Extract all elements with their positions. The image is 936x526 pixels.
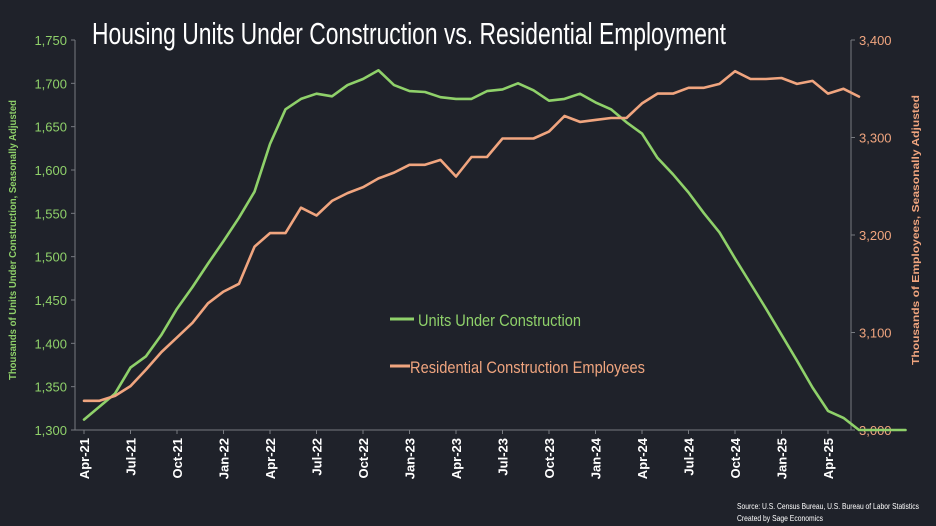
series-lines: [82, 69, 907, 432]
left-tick-label: 1,750: [34, 33, 67, 48]
legend: Units Under Construction Residential Con…: [390, 311, 645, 377]
x-tick-label: Jan-23: [403, 438, 418, 479]
x-tick-label: Oct-21: [170, 438, 185, 478]
left-tick-label: 1,650: [34, 120, 67, 135]
left-tick-label: 1,600: [34, 163, 67, 178]
left-tick-label: 1,700: [34, 76, 67, 91]
x-tick-label: Jul-23: [496, 438, 511, 476]
series-line-residential-employees: [82, 69, 861, 403]
series-line-units-under-construction: [82, 69, 907, 432]
left-tick-label: 1,400: [34, 336, 67, 351]
x-tick-label: Jul-24: [682, 437, 697, 475]
left-tick-label: 1,300: [34, 423, 67, 438]
left-axis-label: Thousands of Units Under Construction, S…: [7, 100, 19, 380]
source-line-2: Created by Sage Economics: [737, 513, 823, 523]
x-tick-label: Apr-25: [821, 438, 836, 479]
left-tick-label: 1,550: [34, 206, 67, 221]
right-tick-label: 3,100: [859, 326, 892, 341]
chart-title: Housing Units Under Construction vs. Res…: [92, 16, 726, 51]
x-tick-label: Jan-22: [217, 438, 232, 479]
x-tick-label: Apr-24: [635, 437, 650, 479]
x-tick-label: Apr-22: [263, 438, 278, 479]
right-axis-label: Thousands of Employees, Seasonally Adjus…: [910, 95, 922, 365]
x-tick-label: Jul-21: [124, 438, 139, 476]
x-axis: Apr-21 Jul-21 Oct-21 Jan-22 Apr-22 Jul-22 Oct-…: [75, 429, 851, 479]
x-tick-label: Oct-22: [356, 438, 371, 478]
left-axis: 1,300 1,350 1,400 1,450 1,500 1,550 1,600 1,650…: [7, 33, 76, 438]
source-note: Source: U.S. Census Bureau, U.S. Bureau …: [737, 501, 919, 523]
legend-label-employees: Residential Construction Employees: [410, 358, 645, 377]
x-tick-label: Oct-23: [542, 438, 557, 478]
x-tick-label: Jan-24: [589, 437, 604, 479]
x-tick-label: Jan-25: [775, 438, 790, 479]
left-tick-label: 1,350: [34, 380, 67, 395]
right-tick-label: 3,400: [859, 33, 892, 48]
source-line-1: Source: U.S. Census Bureau, U.S. Bureau …: [737, 501, 919, 511]
x-tick-label: Apr-21: [77, 438, 92, 479]
right-tick-label: 3,300: [859, 131, 892, 146]
x-tick-label: Apr-23: [449, 438, 464, 479]
left-tick-label: 1,500: [34, 250, 67, 265]
right-tick-label: 3,200: [859, 228, 892, 243]
legend-label-units: Units Under Construction: [418, 311, 581, 330]
left-tick-label: 1,450: [34, 293, 67, 308]
x-tick-label: Jul-22: [310, 438, 325, 476]
x-tick-label: Oct-24: [728, 437, 743, 478]
